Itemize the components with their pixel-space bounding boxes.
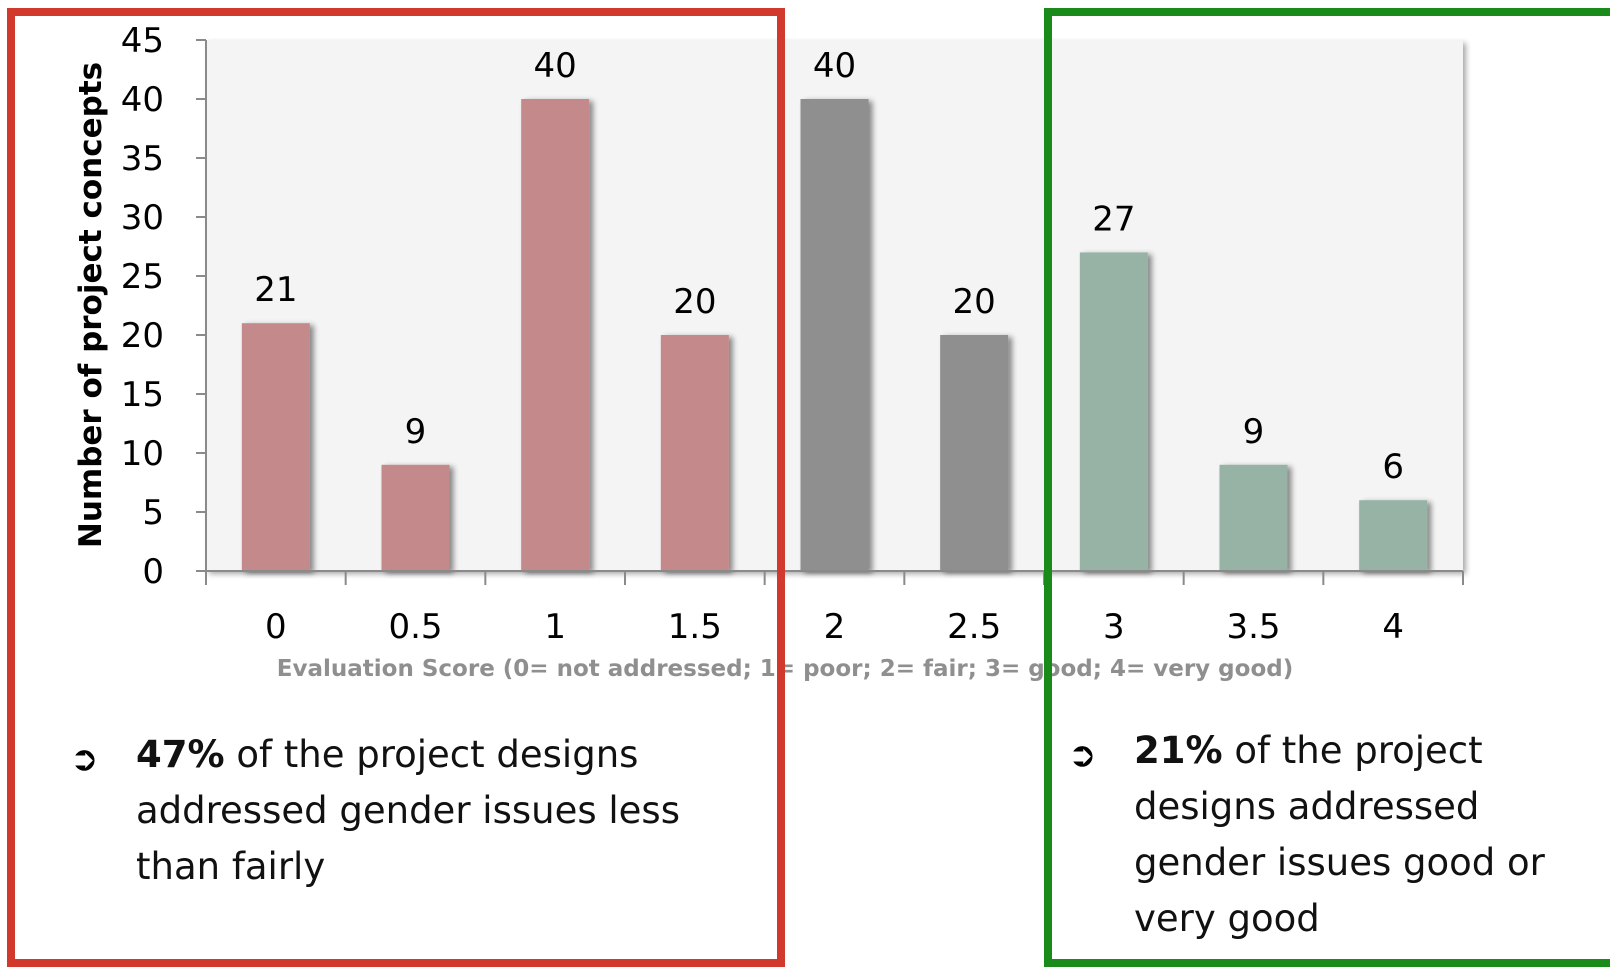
bar-4: [1359, 500, 1428, 571]
data-label: 9: [1243, 412, 1265, 452]
highlight-box-high-scores: [1044, 8, 1610, 967]
y-tick-label: 0: [142, 552, 164, 592]
data-label: 40: [534, 46, 577, 86]
bar-0.5: [381, 464, 450, 571]
y-tick-label: 25: [121, 257, 164, 297]
data-labels: 21 9 40 20 40 20 27 9 6: [254, 46, 1404, 487]
double-arrow-bullet-icon: ➲: [70, 739, 99, 779]
y-tick-label: 30: [121, 198, 164, 238]
right-note-line-4: very good: [1134, 897, 1320, 940]
y-tick-label: 10: [121, 434, 164, 474]
y-tick-label: 5: [142, 493, 164, 533]
x-tick-labels: 0 0.5 1 1.5 2 2.5 3 3.5 4: [265, 607, 1404, 647]
right-note-line-3: gender issues good or: [1134, 841, 1545, 884]
highlight-box-low-scores: [7, 8, 785, 967]
x-tick-label: 2: [824, 607, 846, 647]
x-tick-label: 0: [265, 607, 287, 647]
y-tick-label: 45: [121, 21, 164, 61]
y-tick-label: 15: [121, 375, 164, 415]
x-tick-label: 4: [1382, 607, 1404, 647]
bar-1: [521, 99, 590, 571]
bar-2: [800, 99, 869, 571]
left-note-line-3: than fairly: [136, 845, 326, 888]
y-tick-label: 20: [121, 316, 164, 356]
x-tick-label: 1: [544, 607, 566, 647]
right-summary-note: ➲ 21% of the project designs addressed g…: [1068, 723, 1545, 947]
x-tick-label: 2.5: [947, 607, 1001, 647]
right-note-line-1: 21% of the project: [1134, 723, 1545, 779]
x-tick-label: 1.5: [668, 607, 722, 647]
x-tick-label: 0.5: [388, 607, 442, 647]
data-label: 21: [254, 270, 297, 310]
double-arrow-bullet-icon: ➲: [1068, 735, 1097, 775]
data-label: 20: [673, 282, 716, 322]
y-tick-label: 35: [121, 139, 164, 179]
data-label: 27: [1092, 199, 1135, 239]
data-label: 20: [953, 282, 996, 322]
y-tick-label: 40: [121, 80, 164, 120]
bar-3.5: [1219, 464, 1288, 571]
left-note-text: of the project designs: [224, 733, 639, 776]
data-label: 9: [405, 412, 427, 452]
left-note-line-2: addressed gender issues less: [136, 789, 680, 832]
x-tick-label: 3.5: [1226, 607, 1280, 647]
data-label: 40: [813, 46, 856, 86]
left-note-line-1: 47% of the project designs: [136, 727, 680, 783]
left-note-percent: 47%: [136, 733, 225, 776]
bar-2.5: [940, 335, 1009, 571]
right-note-percent: 21%: [1134, 729, 1223, 772]
x-tick-label: 3: [1103, 607, 1125, 647]
bar-3: [1079, 252, 1148, 571]
right-note-text: of the project: [1222, 729, 1483, 772]
right-note-line-2: designs addressed: [1134, 785, 1480, 828]
y-axis-title: Number of project concepts: [73, 62, 109, 548]
bars: [241, 99, 1428, 571]
bar-0: [241, 323, 310, 571]
data-label: 6: [1382, 447, 1404, 487]
y-tick-labels: 0 5 10 15 20 25 30 35 40 45: [121, 21, 164, 592]
left-summary-note: ➲ 47% of the project designs addressed g…: [70, 727, 680, 895]
axis-ticks: [196, 39, 1464, 585]
bar-1.5: [660, 335, 729, 571]
